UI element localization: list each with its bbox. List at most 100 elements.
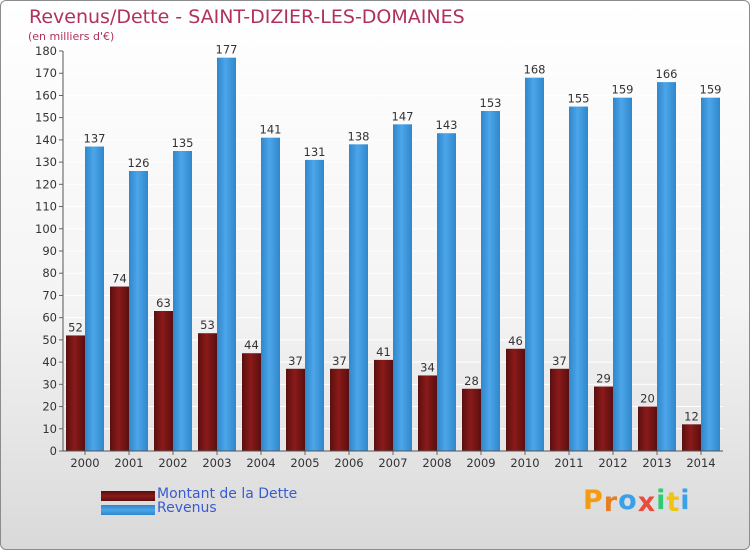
data-label-debt: 46 [508,334,523,348]
bar-debt [66,335,85,451]
bar-debt [374,359,393,451]
y-tick-label: 180 [35,44,57,58]
legend-swatch-revenue [101,505,155,515]
legend-label-revenue: Revenus [157,500,217,516]
bar-debt [330,368,349,451]
x-tick-label: 2012 [598,456,627,470]
data-label-revenue: 159 [612,83,634,97]
y-tick-label: 30 [42,377,57,391]
legend-label-debt: Montant de la Dette [157,486,298,502]
x-tick-label: 2002 [158,456,187,470]
data-label-revenue: 138 [348,129,370,143]
y-tick-label: 130 [35,155,57,169]
data-label-revenue: 168 [524,63,546,77]
x-tick-label: 2004 [246,456,275,470]
data-label-debt: 37 [288,354,303,368]
y-tick-label: 170 [35,66,57,80]
bar-revenue [525,77,544,452]
data-label-revenue: 135 [172,136,194,150]
data-label-debt: 12 [684,409,699,423]
bar-debt [638,406,657,451]
legend-swatch-debt [101,491,155,501]
bar-debt [418,375,437,451]
y-tick-label: 80 [42,266,57,280]
data-label-debt: 29 [596,372,611,386]
data-label-revenue: 166 [656,67,678,81]
y-tick-label: 160 [35,88,57,102]
x-tick-label: 2014 [686,456,715,470]
bar-revenue [129,171,148,451]
x-tick-label: 2010 [510,456,539,470]
bar-revenue [349,144,368,452]
data-label-debt: 28 [464,374,479,388]
x-tick-label: 2003 [202,456,231,470]
data-label-debt: 74 [112,272,127,286]
bar-revenue [437,133,456,451]
data-label-revenue: 159 [700,83,722,97]
data-label-revenue: 131 [304,145,326,159]
y-tick-label: 20 [42,400,57,414]
data-label-revenue: 147 [392,109,414,123]
x-tick-label: 2008 [422,456,451,470]
bar-revenue [261,137,280,451]
y-tick-label: 140 [35,133,57,147]
brand-logo: Proxiti [583,485,691,518]
y-tick-label: 40 [42,355,57,369]
bar-revenue [173,151,192,451]
bar-debt [198,333,217,451]
x-tick-label: 2011 [554,456,583,470]
y-tick-label: 70 [42,288,57,302]
bar-revenue [85,146,104,452]
data-label-debt: 63 [156,296,171,310]
bar-debt [286,368,305,451]
y-tick-label: 110 [35,200,57,214]
y-tick-label: 10 [42,422,57,436]
x-tick-label: 2005 [290,456,319,470]
bar-revenue [657,82,676,451]
x-tick-label: 2009 [466,456,495,470]
bar-revenue [481,111,500,451]
data-label-debt: 37 [332,354,347,368]
data-label-debt: 53 [200,318,215,332]
x-tick-label: 2006 [334,456,363,470]
data-label-debt: 44 [244,338,259,352]
data-label-revenue: 153 [480,96,502,110]
bar-revenue [393,124,412,451]
bar-debt [550,368,569,451]
data-label-debt: 20 [640,392,655,406]
y-tick-label: 120 [35,177,57,191]
x-tick-label: 2000 [70,456,99,470]
bar-revenue [217,57,236,452]
bar-debt [110,286,129,451]
x-tick-label: 2013 [642,456,671,470]
bar-revenue [305,159,324,451]
x-tick-label: 2001 [114,456,143,470]
bar-debt [506,348,525,451]
y-tick-label: 90 [42,244,57,258]
data-label-revenue: 155 [568,92,590,106]
y-tick-label: 100 [35,222,57,236]
data-label-debt: 41 [376,345,391,359]
y-tick-label: 60 [42,311,57,325]
chart-title: Revenus/Dette - SAINT-DIZIER-LES-DOMAINE… [29,6,465,28]
y-tick-label: 0 [50,444,57,458]
data-label-debt: 37 [552,354,567,368]
bar-debt [242,353,261,451]
bar-debt [682,424,701,451]
data-label-revenue: 177 [216,43,238,57]
bar-revenue [569,106,588,452]
data-label-debt: 52 [68,320,83,334]
y-tick-label: 50 [42,333,57,347]
x-tick-label: 2007 [378,456,407,470]
bar-revenue [701,97,720,452]
bar-debt [462,388,481,451]
bar-debt [154,311,173,451]
data-label-debt: 34 [420,360,435,374]
data-label-revenue: 126 [128,156,150,170]
chart-subtitle: (en milliers d'€) [28,30,115,43]
y-tick-label: 150 [35,111,57,125]
bar-revenue [613,97,632,452]
data-label-revenue: 143 [436,118,458,132]
